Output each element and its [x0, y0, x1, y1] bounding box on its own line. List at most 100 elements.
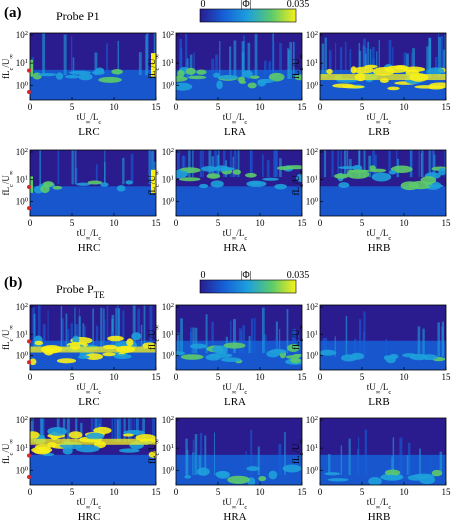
x-tick-label: 0: [174, 102, 179, 112]
y-tick-label: 102: [16, 30, 28, 41]
x-tick-label: 0: [318, 218, 323, 228]
plot-frame: [175, 417, 303, 486]
x-tick-label: 0: [28, 218, 33, 228]
x-tick-label: 15: [442, 487, 452, 497]
y-tick-label: 100: [306, 465, 318, 476]
panel-name: LRC: [78, 126, 99, 138]
probe-label: Probe PTE: [56, 282, 105, 300]
y-axis-label: fLc/U∞: [1, 170, 15, 195]
x-tick-label: 5: [360, 218, 365, 228]
x-tick-label: 10: [400, 372, 410, 382]
panel-name: HRA: [223, 242, 246, 254]
heatmap-field: [320, 418, 446, 485]
colorbar-max-label: 0.035: [287, 270, 310, 281]
x-tick-label: 15: [298, 487, 308, 497]
x-tick-label: 15: [442, 218, 452, 228]
y-tick-label: 101: [306, 174, 318, 185]
x-tick-label: 10: [400, 102, 410, 112]
x-axis-label: tU∞/Lc: [223, 497, 248, 511]
marker-dot: [27, 206, 31, 211]
panel-name: LRC: [78, 396, 99, 408]
x-tick-label: 15: [442, 102, 452, 112]
colorbar-gradient: [199, 279, 297, 294]
panel-name: LRB: [368, 126, 389, 138]
x-tick-label: 5: [70, 218, 75, 228]
plot-frame: [29, 304, 157, 371]
y-tick-label: 100: [306, 350, 318, 361]
x-tick-label: 5: [216, 102, 221, 112]
colorbar-title: |Φ|: [240, 0, 251, 10]
colorbar-gradient: [199, 8, 297, 23]
y-tick-label: 102: [16, 302, 28, 313]
x-tick-label: 15: [298, 372, 308, 382]
x-axis-label: tU∞/Lc: [77, 382, 102, 396]
heatmap-field: [30, 418, 156, 485]
y-tick-label: 100: [16, 196, 28, 207]
marker-dot: [27, 68, 31, 73]
x-tick-label: 0: [28, 487, 33, 497]
colorbar: 0 |Φ| 0.035: [199, 270, 310, 294]
x-tick-label: 10: [110, 487, 120, 497]
x-tick-label: 5: [70, 372, 75, 382]
heatmap-field: [176, 150, 302, 216]
y-tick-label: 101: [16, 174, 28, 185]
panel-name: HRB: [368, 242, 391, 254]
x-tick-label: 5: [216, 487, 221, 497]
x-tick-label: 15: [298, 102, 308, 112]
x-axis-label: tU∞/Lc: [367, 382, 392, 396]
colorbar: 0 |Φ| 0.035: [199, 0, 309, 23]
y-tick-label: 102: [306, 302, 318, 313]
y-tick-label: 101: [306, 443, 318, 454]
plot-frame: [319, 304, 447, 371]
plot-frame: [319, 32, 447, 101]
x-tick-label: 0: [318, 487, 323, 497]
x-tick-label: 0: [174, 487, 179, 497]
marker-dot: [27, 184, 31, 189]
x-tick-label: 0: [28, 372, 33, 382]
x-tick-label: 0: [318, 372, 323, 382]
y-tick-label: 101: [16, 443, 28, 454]
x-axis-label: tU∞/Lc: [223, 112, 248, 126]
colorbar-title: |Φ|: [240, 270, 251, 281]
x-tick-label: 0: [318, 102, 323, 112]
marker-dot: [27, 89, 31, 94]
probe-label: Probe P1: [56, 9, 100, 23]
x-axis-label: tU∞/Lc: [77, 112, 102, 126]
panel-name: LRA: [224, 126, 246, 138]
x-axis-label: tU∞/Lc: [367, 228, 392, 242]
heatmap-field: [176, 33, 302, 100]
panel-name: HRA: [223, 511, 246, 523]
panel-name: HRC: [78, 242, 101, 254]
x-tick-label: 10: [400, 218, 410, 228]
y-tick-label: 101: [306, 329, 318, 340]
x-tick-label: 10: [110, 218, 120, 228]
panel-name: HRB: [368, 511, 391, 523]
x-axis-label: tU∞/Lc: [367, 497, 392, 511]
x-tick-label: 15: [152, 372, 162, 382]
y-tick-label: 100: [16, 465, 28, 476]
heatmap-field: [320, 305, 446, 370]
y-tick-label: 100: [16, 350, 28, 361]
y-axis-label: fLc/U∞: [1, 439, 15, 464]
x-axis-label: tU∞/Lc: [367, 112, 392, 126]
x-tick-label: 5: [360, 487, 365, 497]
y-tick-label: 101: [162, 58, 174, 69]
y-tick-label: 100: [162, 350, 174, 361]
heatmap-field: [30, 150, 156, 216]
x-tick-label: 15: [152, 218, 162, 228]
colorbar-min-label: 0: [201, 0, 206, 10]
marker-dot: [27, 339, 31, 344]
x-tick-label: 15: [152, 102, 162, 112]
marker-dot: [27, 474, 31, 479]
